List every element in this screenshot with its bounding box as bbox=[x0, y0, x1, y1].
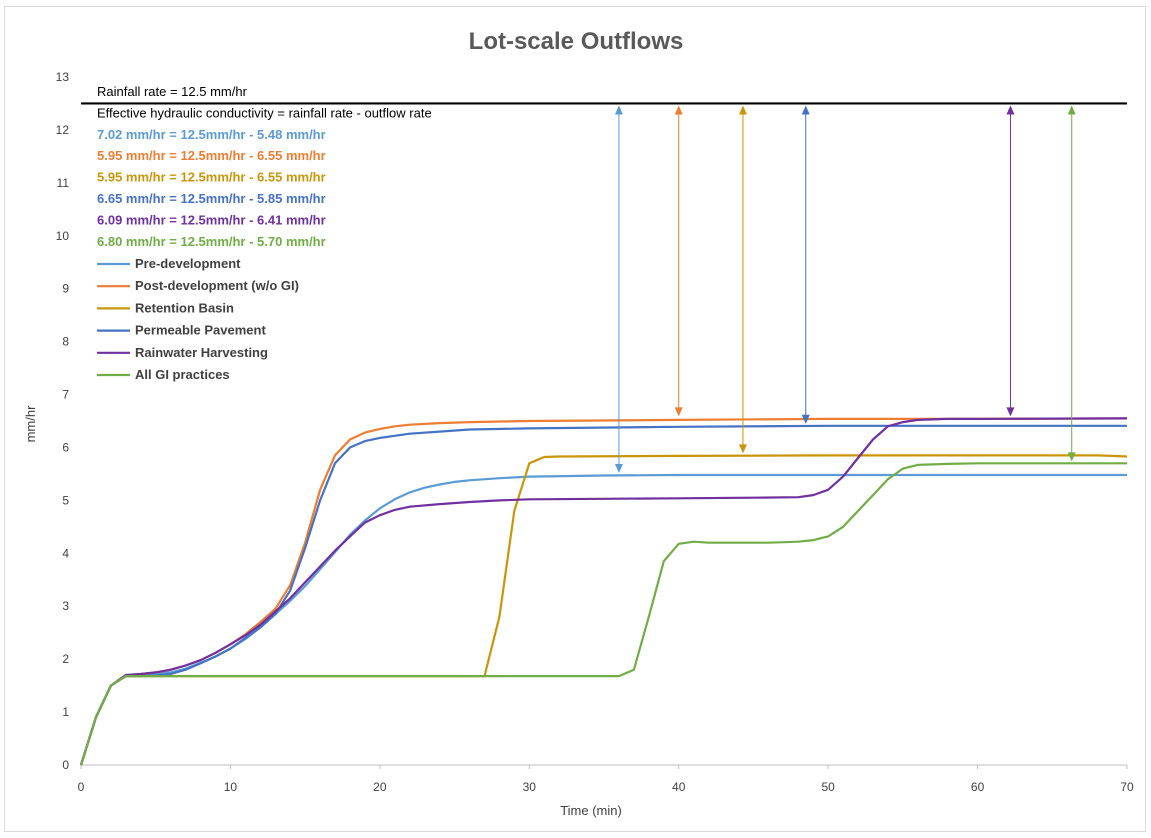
double-arrow bbox=[801, 105, 810, 424]
legend-entry: Post-development (w/o GI) bbox=[135, 278, 299, 293]
arrow-head-top bbox=[1067, 105, 1076, 115]
x-tick-label: 30 bbox=[523, 780, 537, 794]
series-line-pre-development bbox=[79, 473, 1127, 766]
chart-frame: Lot-scale Outflows 0 10 20 30 40 50 60 70 0 1 2 3 4 5… bbox=[4, 6, 1146, 832]
annotation-text: Rainfall rate = 12.5 mm/hr bbox=[97, 84, 248, 99]
y-tick-label: 5 bbox=[62, 493, 69, 507]
series-line-rainwater-harvesting bbox=[79, 417, 1128, 766]
y-tick-label: 8 bbox=[62, 335, 69, 349]
series-line-post-development-w-o-gi bbox=[79, 417, 1128, 766]
y-tick-label: 10 bbox=[56, 229, 70, 243]
x-tick-label: 10 bbox=[224, 780, 238, 794]
series-line-retention-basin bbox=[79, 454, 1128, 766]
legend-entry: Retention Basin bbox=[135, 300, 234, 315]
arrow-head-top bbox=[674, 105, 683, 115]
series-layer bbox=[79, 417, 1128, 766]
y-tick-label: 7 bbox=[62, 388, 69, 402]
legend: Pre-development Post-development (w/o GI)… bbox=[97, 256, 299, 382]
legend-entry: Pre-development bbox=[135, 256, 241, 271]
y-tick-label: 9 bbox=[62, 282, 69, 296]
y-tick-label: 12 bbox=[56, 123, 70, 137]
arrow-head-bottom bbox=[1067, 452, 1076, 462]
annotation-text: 5.95 mm/hr = 12.5mm/hr - 6.55 mm/hr bbox=[97, 170, 326, 185]
y-tick-label: 11 bbox=[57, 176, 70, 190]
series-line-all-gi-practices bbox=[79, 462, 1127, 766]
arrow-head-bottom bbox=[738, 444, 747, 454]
legend-entry: All GI practices bbox=[135, 367, 230, 382]
arrow-head-bottom bbox=[1006, 407, 1015, 417]
y-tick-label: 3 bbox=[62, 599, 69, 613]
arrow-head-top bbox=[614, 105, 623, 115]
annotation-layer: Rainfall rate = 12.5 mm/hr Effective hydr… bbox=[97, 84, 432, 249]
y-tick-label: 0 bbox=[62, 758, 69, 772]
y-tick-label: 4 bbox=[62, 546, 69, 560]
line-chart: Lot-scale Outflows 0 10 20 30 40 50 60 70012345… bbox=[23, 28, 1134, 818]
y-axis-label: mm/hr bbox=[23, 405, 38, 443]
double-arrow bbox=[738, 105, 747, 454]
double-arrow bbox=[674, 105, 683, 417]
annotation-text: 6.09 mm/hr = 12.5mm/hr - 6.41 mm/hr bbox=[97, 212, 326, 227]
chart-title: Lot-scale Outflows bbox=[469, 28, 684, 55]
y-tick-label: 1 bbox=[62, 705, 69, 719]
arrow-head-top bbox=[738, 105, 747, 115]
legend-entry: Permeable Pavement bbox=[135, 323, 266, 338]
y-tick-label: 13 bbox=[56, 70, 70, 84]
x-tick-label: 70 bbox=[1120, 780, 1134, 794]
double-arrow bbox=[1006, 105, 1015, 417]
y-tick-label: 2 bbox=[62, 652, 69, 666]
x-tick-label: 40 bbox=[672, 780, 686, 794]
annotation-text: 6.80 mm/hr = 12.5mm/hr - 5.70 mm/hr bbox=[97, 234, 326, 249]
x-tick-label: 0 bbox=[78, 780, 85, 794]
arrow-head-bottom bbox=[801, 414, 810, 424]
arrow-head-top bbox=[1006, 105, 1015, 115]
annotation-text: 5.95 mm/hr = 12.5mm/hr - 6.55 mm/hr bbox=[97, 148, 326, 163]
annotation-text: 7.02 mm/hr = 12.5mm/hr - 5.48 mm/hr bbox=[97, 127, 326, 142]
x-tick-label: 60 bbox=[971, 780, 985, 794]
x-tick-label: 20 bbox=[373, 780, 387, 794]
annotation-text: 6.65 mm/hr = 12.5mm/hr - 5.85 mm/hr bbox=[97, 191, 326, 206]
x-axis-label: Time (min) bbox=[560, 803, 622, 818]
annotation-text: Effective hydraulic conductivity = rainf… bbox=[97, 105, 432, 120]
arrow-layer bbox=[614, 105, 1076, 473]
legend-entry: Rainwater Harvesting bbox=[135, 345, 268, 360]
double-arrow bbox=[1067, 105, 1076, 462]
y-tick-label: 6 bbox=[62, 440, 69, 454]
arrow-head-bottom bbox=[614, 463, 623, 473]
x-tick-label: 50 bbox=[821, 780, 835, 794]
arrow-head-top bbox=[801, 105, 810, 115]
series-line-permeable-pavement bbox=[79, 424, 1127, 766]
double-arrow bbox=[614, 105, 623, 473]
arrow-head-bottom bbox=[674, 407, 683, 417]
